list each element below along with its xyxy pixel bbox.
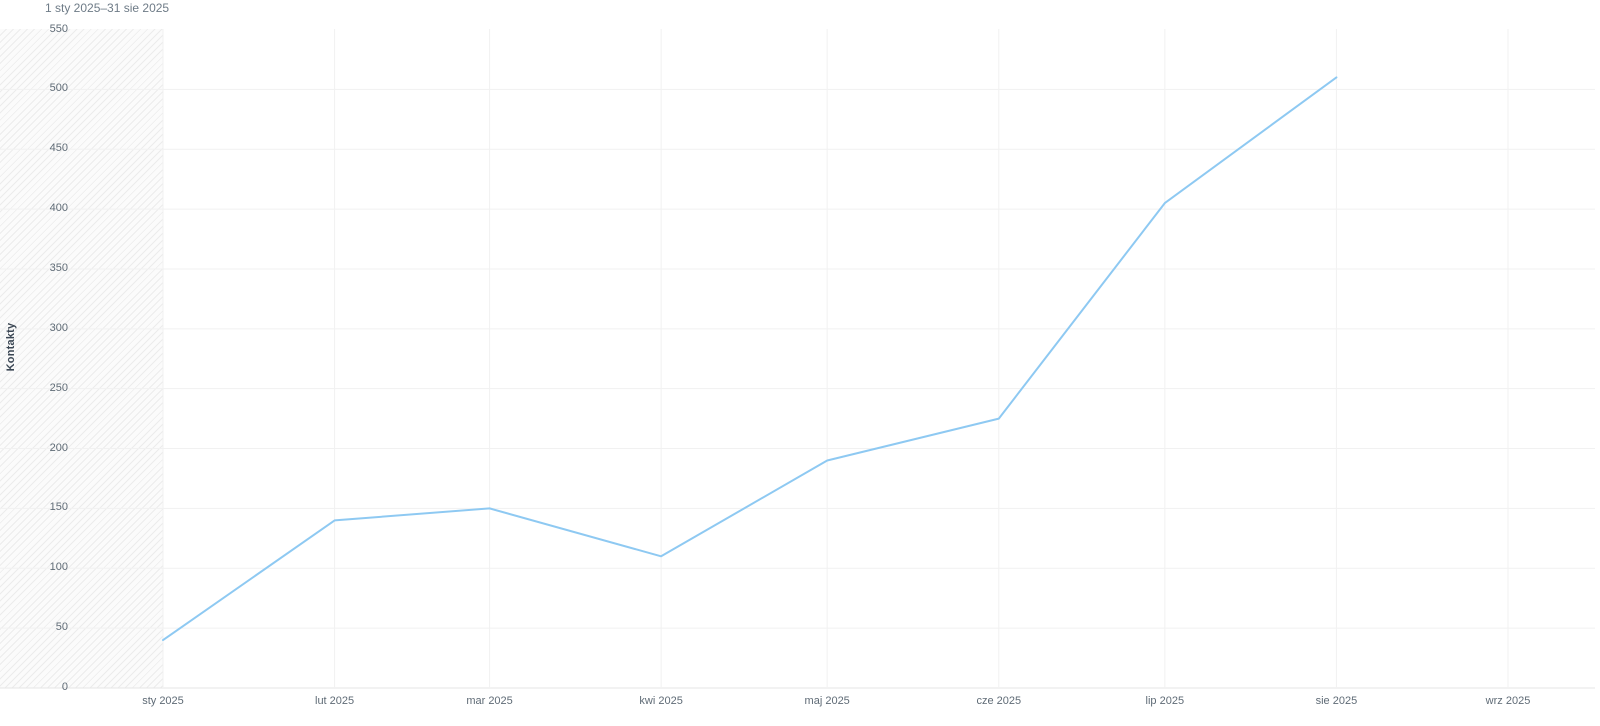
x-tick-label: lip 2025 [1145, 695, 1185, 707]
y-tick-label: 150 [49, 501, 68, 514]
y-tick-label: 200 [49, 441, 68, 454]
y-tick-label: 500 [49, 82, 68, 95]
x-tick-label: cze 2025 [976, 695, 1022, 707]
date-range-label: 1 sty 2025–31 sie 2025 [45, 1, 170, 15]
y-tick-label: 0 [61, 681, 68, 693]
y-axis-title: Kontakty [5, 322, 17, 372]
y-tick-label: 450 [49, 142, 68, 155]
x-tick-label: sty 2025 [142, 695, 184, 707]
y-tick-label: 250 [49, 381, 68, 394]
y-tick-label: 50 [55, 621, 68, 634]
x-tick-label: kwi 2025 [639, 695, 683, 707]
y-tick-label: 350 [49, 261, 68, 274]
x-tick-label: lut 2025 [315, 695, 355, 707]
x-tick-label: sie 2025 [1315, 695, 1358, 707]
x-tick-label: wrz 2025 [1485, 695, 1531, 707]
y-tick-label: 100 [49, 561, 68, 574]
y-tick-label: 300 [49, 321, 68, 334]
contacts-series-line[interactable] [162, 76, 1338, 642]
x-tick-label: mar 2025 [466, 695, 513, 707]
x-tick-label: maj 2025 [804, 695, 850, 707]
y-tick-label: 400 [49, 202, 68, 215]
y-tick-label: 550 [49, 22, 68, 35]
incomplete-period-hatch [0, 29, 163, 688]
